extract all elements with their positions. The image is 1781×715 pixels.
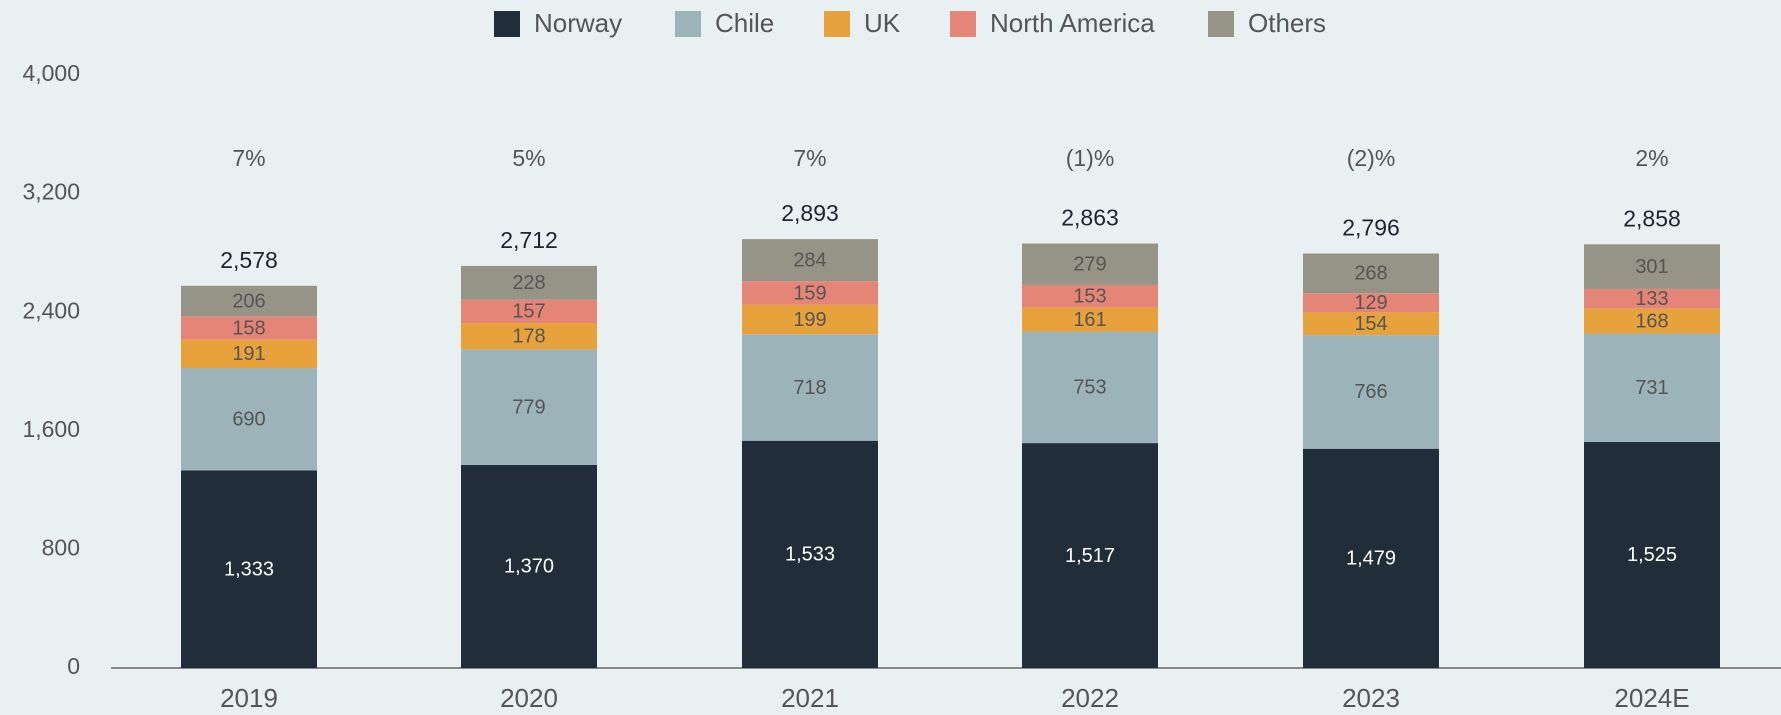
bar-segment [1584, 441, 1720, 668]
value-label: 1,525 [1627, 544, 1677, 566]
value-label: 153 [1073, 286, 1106, 308]
value-label: 1,517 [1065, 545, 1115, 567]
value-label: 178 [512, 325, 545, 347]
growth-label: (1)% [1066, 145, 1115, 171]
bar-segment [461, 265, 597, 300]
legend-label: North America [990, 8, 1155, 38]
bar-segment [1303, 448, 1439, 668]
legend-swatch [675, 11, 701, 37]
total-label: 2,796 [1342, 215, 1400, 241]
bar-segment [181, 470, 317, 668]
value-label: 1,333 [224, 558, 274, 580]
value-label: 154 [1354, 313, 1387, 335]
bar-segment [181, 368, 317, 471]
legend-swatch [494, 11, 520, 37]
bar-segment [1303, 312, 1439, 336]
bar-segment [742, 304, 878, 335]
bar-segment [1303, 293, 1439, 313]
value-label: 133 [1635, 288, 1668, 310]
value-label: 1,370 [504, 556, 554, 578]
growth-label: (2)% [1347, 145, 1396, 171]
legend-label: Norway [534, 8, 622, 38]
growth-label: 7% [793, 145, 826, 171]
y-tick-label: 4,000 [22, 60, 80, 86]
value-label: 168 [1635, 310, 1668, 332]
legend-swatch [1208, 11, 1234, 37]
bar-segment [461, 349, 597, 465]
value-label: 279 [1073, 254, 1106, 276]
value-label: 301 [1635, 256, 1668, 278]
bar-segment [1303, 253, 1439, 294]
value-label: 206 [232, 290, 265, 312]
x-tick-label: 2023 [1342, 683, 1400, 713]
bar-segment [1022, 443, 1158, 668]
bar-segment [1584, 244, 1720, 289]
growth-label: 2% [1635, 145, 1668, 171]
value-label: 158 [232, 317, 265, 339]
x-tick-label: 2021 [781, 683, 839, 713]
value-label: 766 [1354, 381, 1387, 403]
value-label: 161 [1073, 309, 1106, 331]
value-label: 690 [232, 409, 265, 431]
bar-segment [1303, 335, 1439, 449]
legend-swatch [950, 11, 976, 37]
legend-label: UK [864, 8, 901, 38]
value-label: 718 [793, 377, 826, 399]
bar-segment [461, 299, 597, 324]
value-label: 1,533 [785, 544, 835, 566]
x-tick-label: 2020 [500, 683, 558, 713]
x-tick-label: 2019 [220, 683, 278, 713]
value-label: 191 [232, 343, 265, 365]
bar-segment [461, 464, 597, 668]
growth-label: 7% [232, 145, 265, 171]
x-tick-label: 2022 [1061, 683, 1119, 713]
bar-segment [1584, 308, 1720, 334]
value-label: 268 [1354, 263, 1387, 285]
growth-label: 5% [512, 145, 545, 171]
total-label: 2,858 [1623, 205, 1681, 231]
bar-segment [1022, 243, 1158, 285]
total-label: 2,578 [220, 247, 278, 273]
value-label: 129 [1354, 292, 1387, 314]
value-label: 284 [793, 249, 826, 271]
bar-segment [1022, 331, 1158, 444]
total-label: 2,893 [781, 200, 839, 226]
bar-segment [742, 334, 878, 441]
x-tick-label: 2024E [1614, 683, 1689, 713]
bar-segment [1022, 284, 1158, 308]
legend-label: Others [1248, 8, 1326, 38]
value-label: 779 [512, 396, 545, 418]
total-label: 2,863 [1061, 205, 1119, 231]
value-label: 1,479 [1346, 548, 1396, 570]
value-label: 157 [512, 301, 545, 323]
bar-segment [1584, 333, 1720, 442]
value-label: 731 [1635, 377, 1668, 399]
value-label: 159 [793, 282, 826, 304]
bar-segment [1584, 288, 1720, 309]
bar-segment [181, 339, 317, 369]
bar-segment [461, 323, 597, 350]
bar-segment [181, 285, 317, 317]
value-label: 199 [793, 309, 826, 331]
bar-segment [742, 239, 878, 282]
y-tick-label: 2,400 [22, 297, 80, 323]
y-tick-label: 1,600 [22, 416, 80, 442]
bar-segment [742, 440, 878, 668]
legend-swatch [824, 11, 850, 37]
bar-segment [742, 281, 878, 305]
legend-label: Chile [715, 8, 774, 38]
bar-segment [181, 316, 317, 340]
total-label: 2,712 [500, 227, 558, 253]
y-tick-label: 3,200 [22, 179, 80, 205]
y-tick-label: 0 [67, 653, 80, 679]
y-tick-label: 800 [42, 534, 80, 560]
value-label: 228 [512, 272, 545, 294]
bar-segment [1022, 307, 1158, 332]
value-label: 753 [1073, 377, 1106, 399]
